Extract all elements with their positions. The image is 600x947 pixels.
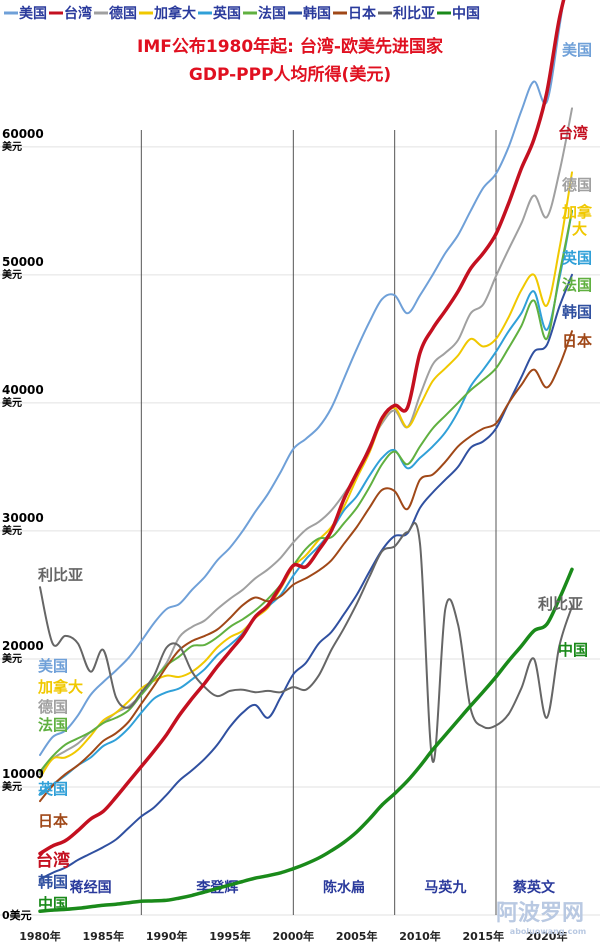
start-label: 美国: [38, 657, 68, 675]
end-label: 英国: [562, 249, 592, 267]
series-labels: 美国台湾德国加拿大英国法国韩国日本利比亚中国利比亚美国加拿大德国法国英国日本台湾…: [36, 41, 593, 913]
y-tick-unit: 美元: [2, 780, 22, 793]
series-line: [39, 209, 573, 773]
legend-label: 美国: [19, 5, 47, 22]
series-line: [39, 330, 573, 803]
end-label: 日本: [562, 332, 592, 350]
y-tick-label: 30000: [2, 511, 44, 525]
legend-label: 加拿大: [153, 5, 196, 22]
legend-label: 台湾: [64, 5, 92, 22]
x-tick-label: 1985年: [83, 929, 125, 943]
x-tick-label: 2010年: [399, 929, 441, 943]
legend-label: 德国: [109, 5, 137, 22]
era-label: 蒋经国: [70, 879, 112, 896]
legend-label: 中国: [452, 5, 480, 22]
watermark: 阿波罗网 aboluowang.com: [496, 901, 586, 936]
start-label: 日本: [38, 812, 68, 830]
y-axis-ticks: 0美元10000美元20000美元30000美元40000美元50000美元60…: [2, 127, 44, 922]
x-tick-label: 2005年: [336, 929, 378, 943]
start-label: 韩国: [38, 873, 68, 891]
series-line: [39, 209, 573, 795]
y-tick-unit: 美元: [2, 140, 22, 153]
x-tick-label: 1990年: [146, 929, 188, 943]
y-tick-unit: 美元: [2, 524, 22, 537]
x-tick-label: 2000年: [273, 929, 315, 943]
legend-label: 利比亚: [393, 5, 435, 22]
end-label: 美国: [562, 41, 592, 59]
end-label: 台湾: [558, 124, 588, 142]
y-tick-label: 40000: [2, 383, 44, 397]
series-line: [38, 567, 574, 913]
end-label: 法国: [562, 276, 592, 294]
x-axis-ticks: 1980年 1985年 1990年 1995年 2000年 2005年 2010年 2015年…: [19, 929, 567, 943]
era-label: 陈水扁: [323, 879, 365, 896]
end-label: 中国: [558, 641, 588, 659]
series-line: [39, 171, 573, 779]
series-line: [39, 273, 573, 881]
x-tick-label: 2015年: [463, 929, 505, 943]
end-label: 加拿: [561, 203, 593, 221]
start-label: 英国: [38, 780, 68, 798]
chart-subtitle: GDP-PPP人均所得(美元): [189, 64, 391, 85]
era-label: 马英九: [424, 879, 466, 896]
legend-label: 法国: [258, 5, 286, 22]
y-tick-label: 10000: [2, 767, 44, 781]
x-tick-label: 1995年: [209, 929, 251, 943]
legend-label: 韩国: [303, 5, 331, 22]
series-line: [38, 0, 566, 856]
start-label: 中国: [38, 895, 68, 913]
y-tick-label: 0美元: [2, 908, 32, 922]
end-label: 大: [572, 220, 587, 238]
end-label: 利比亚: [538, 595, 583, 613]
era-dividers: 蒋经国 李登辉 陈水扁 马英九 蔡英文: [70, 130, 556, 915]
chart-legend: 美国 台湾 德国 加拿大 英国 法国 韩国 日本 利比亚 中国: [4, 5, 480, 22]
end-label: 德国: [562, 176, 592, 194]
legend-label: 日本: [348, 5, 377, 22]
start-label: 利比亚: [38, 566, 83, 584]
chart-title: IMF公布1980年起: 台湾-欧美先进国家: [137, 36, 443, 57]
y-tick-label: 20000: [2, 639, 44, 653]
series-line: [39, 522, 573, 763]
series-line: [39, 107, 573, 776]
legend-label: 英国: [212, 5, 241, 22]
y-tick-unit: 美元: [2, 652, 22, 665]
chart-grid: [0, 146, 600, 916]
end-label: 韩国: [562, 303, 592, 321]
start-label: 德国: [38, 698, 68, 716]
series-line: [39, 0, 565, 756]
start-label: 台湾: [36, 850, 70, 871]
y-tick-label: 60000: [2, 127, 44, 141]
chart-titles: IMF公布1980年起: 台湾-欧美先进国家 GDP-PPP人均所得(美元): [137, 36, 443, 85]
watermark-text: 阿波罗网: [496, 901, 584, 926]
y-tick-unit: 美元: [2, 396, 22, 409]
start-label: 法国: [38, 716, 68, 734]
y-tick-label: 50000: [2, 255, 44, 269]
start-label: 加拿大: [37, 678, 83, 696]
x-tick-label: 1980年: [19, 929, 61, 943]
watermark-subtext: aboluowang.com: [510, 927, 586, 936]
x-tick-label: 2020年: [526, 929, 568, 943]
era-label: 蔡英文: [512, 879, 556, 896]
series-lines: [38, 0, 574, 913]
y-tick-unit: 美元: [2, 268, 22, 281]
